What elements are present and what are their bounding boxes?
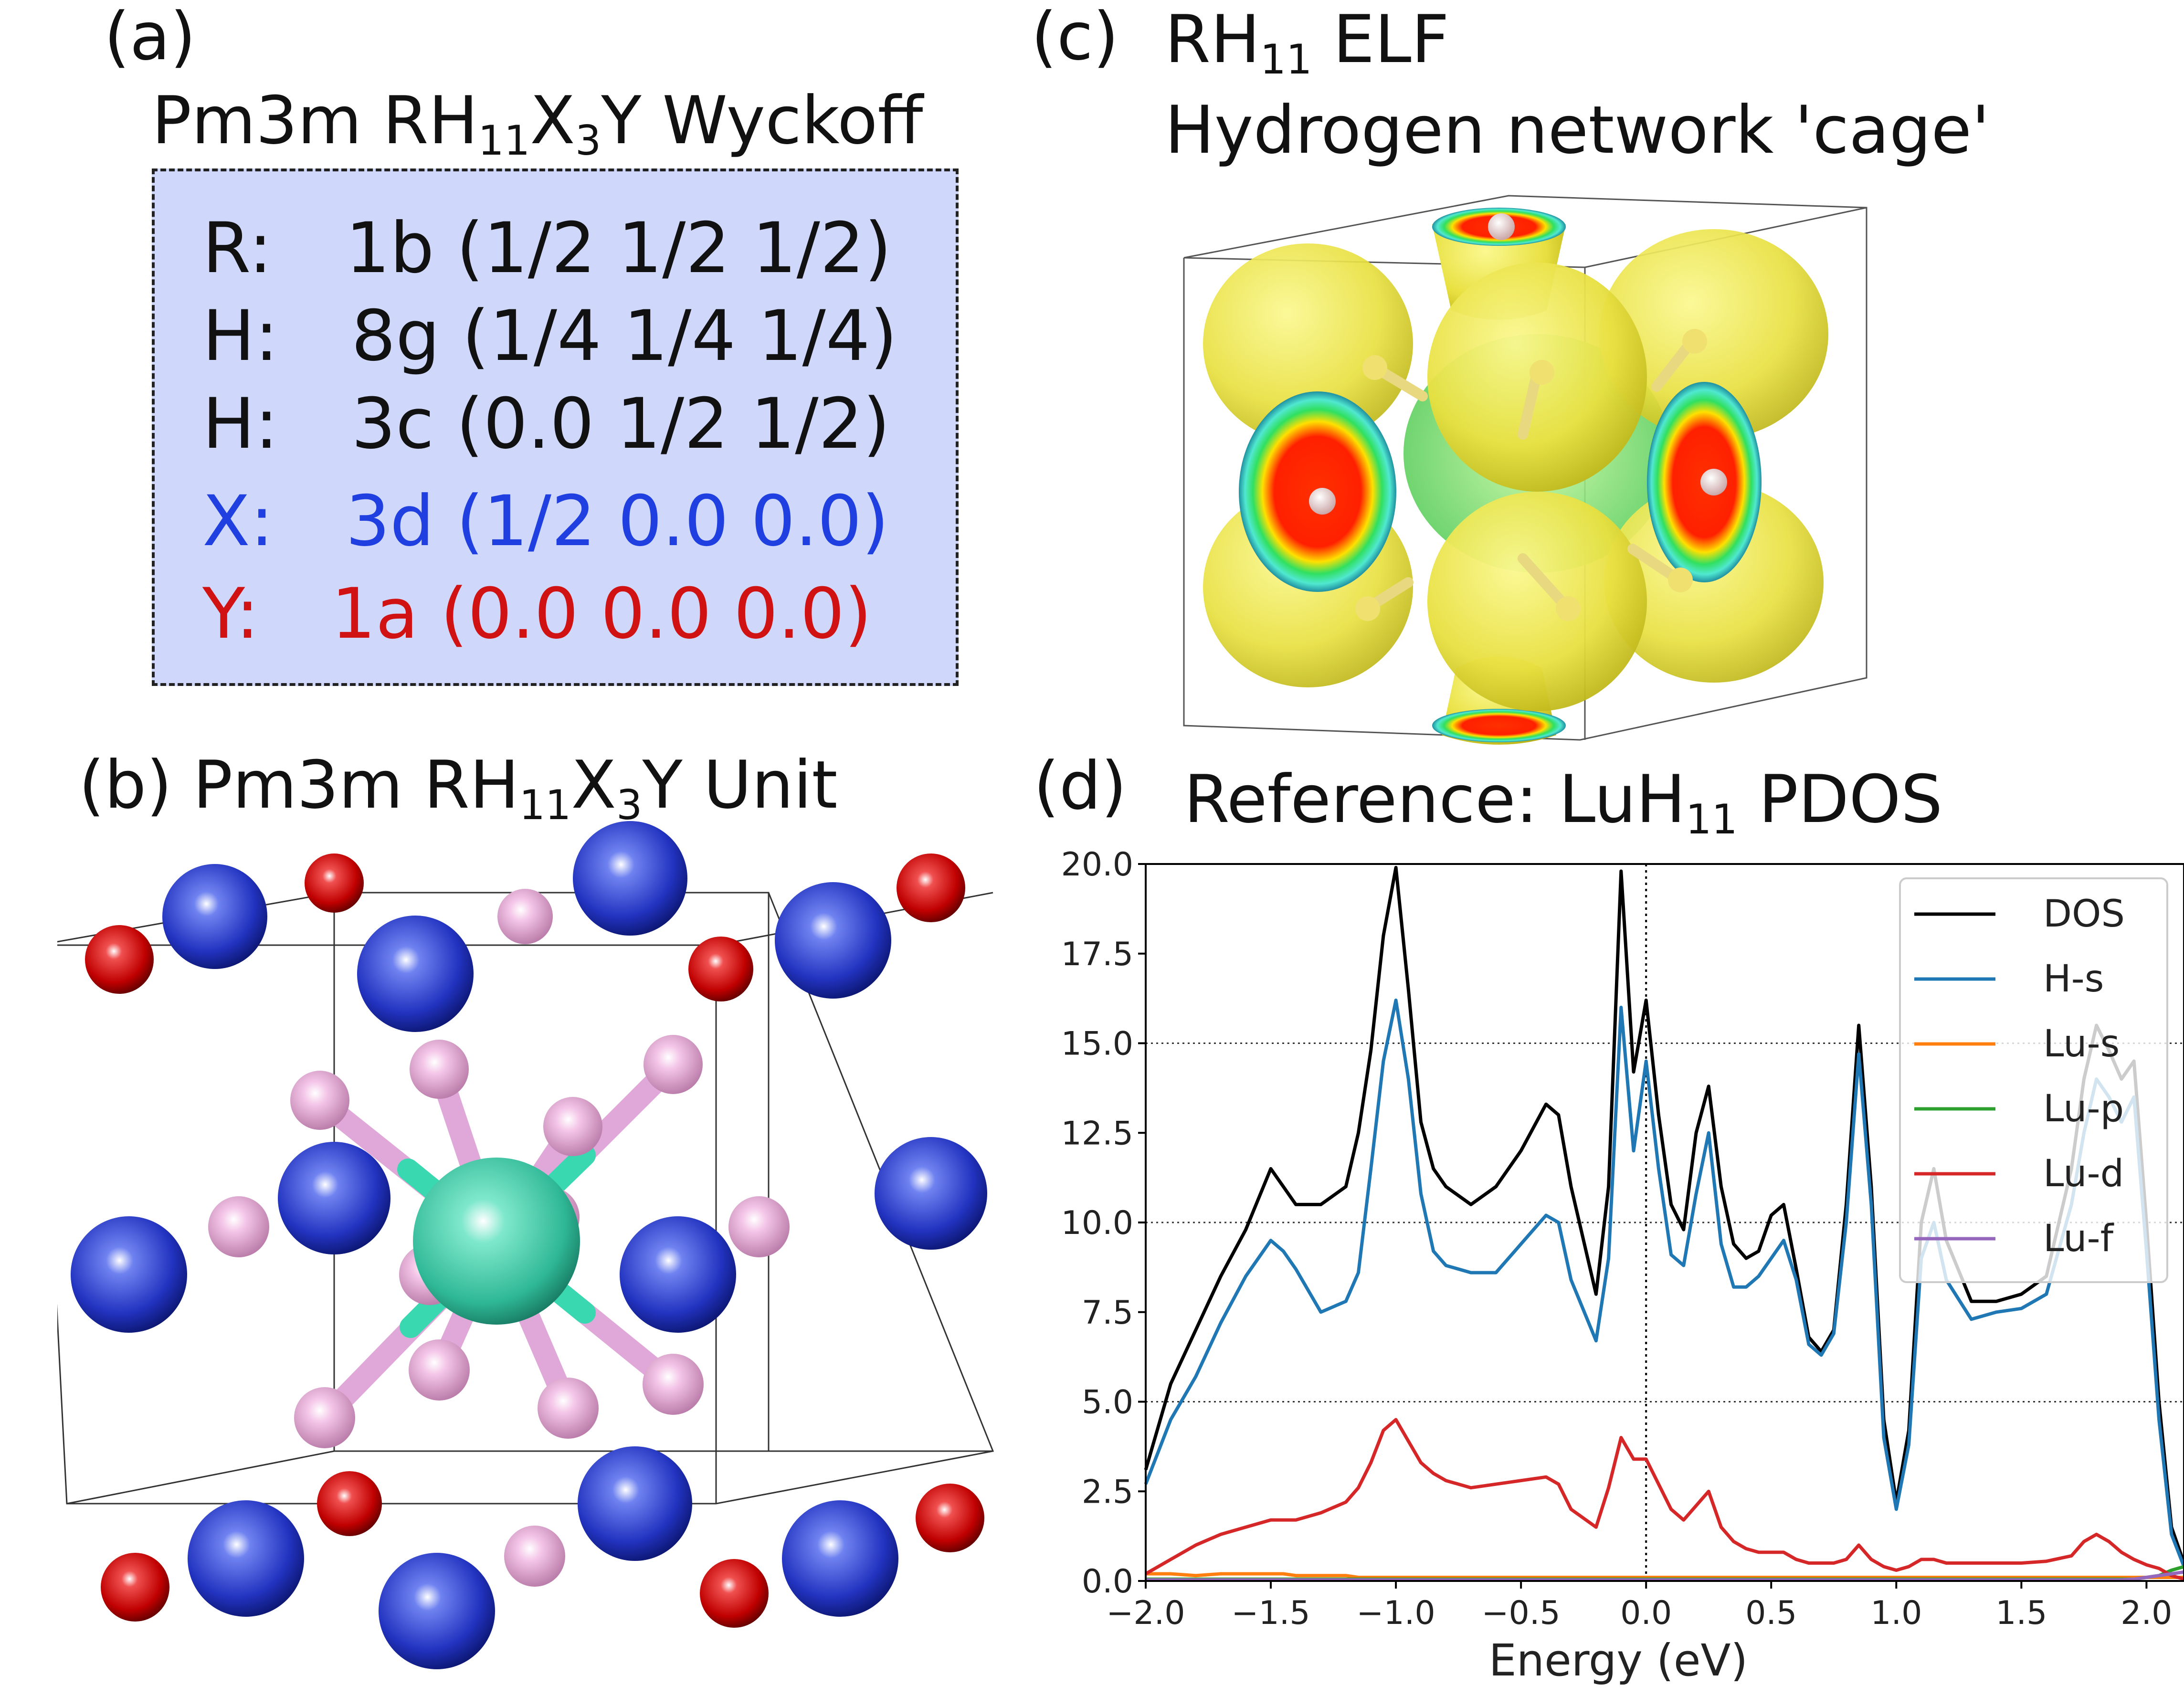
wyckoff-row: H: 3c (0.0 1/2 1/2): [202, 383, 890, 464]
legend-label: Lu-s: [2043, 1022, 2120, 1065]
h-atom: [643, 1354, 704, 1415]
y-tick-label: 15.0: [1061, 1025, 1133, 1063]
y-tick-label: 0.0: [1082, 1563, 1133, 1601]
y-atom: [317, 1471, 382, 1536]
unit-cell-structure: [57, 821, 994, 1669]
x-tick-label: 2.0: [2121, 1594, 2172, 1632]
x-atom: [71, 1216, 187, 1333]
x-atom: [162, 864, 267, 969]
h-atom: [409, 1339, 470, 1401]
pdos-chart: 0.0 2.5 5.0 7.5 10.0 12.5 15.0 17.5 20.0 −2.0 −1.…: [1061, 846, 2184, 1686]
x-atom: [782, 1500, 898, 1617]
series-layer: [1144, 866, 2184, 1582]
x-atom: [188, 1500, 304, 1617]
x-tick-label: −2.0: [1106, 1594, 1185, 1632]
h-atom: [504, 1526, 565, 1587]
y-tick-label: 7.5: [1082, 1294, 1133, 1332]
x-atom: [573, 821, 687, 936]
x-atom: [775, 882, 891, 999]
panel-c-label: (c): [1031, 0, 1119, 75]
elf-isosurface: [1183, 195, 1867, 745]
series-lu-s-line: [1146, 1572, 2184, 1579]
series-h-s-line: [1144, 998, 2184, 1568]
h-atom: [208, 1196, 269, 1257]
x-tick-label: 0.5: [1745, 1594, 1797, 1632]
x-axis-label: Energy (eV): [1489, 1635, 1748, 1686]
h-atom: [644, 1035, 703, 1094]
legend-label: Lu-p: [2043, 1087, 2124, 1130]
x-tick-label: 0.0: [1620, 1594, 1672, 1632]
x-atom: [620, 1216, 736, 1333]
y-tick-label: 5.0: [1082, 1384, 1133, 1422]
x-atom: [357, 916, 474, 1032]
x-atom: [278, 1142, 390, 1254]
legend-label: DOS: [2043, 893, 2125, 936]
panel-a-label: (a): [104, 0, 196, 75]
h-bonds: [1365, 338, 1695, 611]
legend-label: H-s: [2043, 958, 2104, 1001]
h-atom: [497, 889, 553, 944]
legend-label: Lu-d: [2043, 1152, 2124, 1195]
panel-d-label: (d): [1034, 748, 1127, 824]
y-atom: [916, 1484, 984, 1552]
wyckoff-table: R: 1b (1/2 1/2 1/2) H: 8g (1/4 1/4 1/4) H:…: [152, 169, 959, 686]
h-atom: [728, 1196, 790, 1257]
y-atom: [897, 853, 965, 922]
legend-label: Lu-f: [2043, 1217, 2114, 1260]
x-axis: −2.0 −1.5 −1.0 −0.5 0.0 0.5 1.0 1.5 2.0: [1106, 1581, 2172, 1632]
panel-c-subtitle: Hydrogen network 'cage': [1165, 92, 1990, 169]
y-axis: 0.0 2.5 5.0 7.5 10.0 12.5 15.0 17.5 20.0: [1061, 846, 1146, 1601]
legend-box: [1899, 877, 2168, 1283]
x-tick-label: 1.5: [1995, 1594, 2047, 1632]
x-atom: [379, 1553, 495, 1669]
y-atom: [688, 937, 753, 1001]
x-atom: [578, 1446, 692, 1561]
series-lu-f-line: [1146, 1570, 2184, 1582]
wyckoff-row: H: 8g (1/4 1/4 1/4): [202, 295, 897, 377]
h-atom: [294, 1387, 355, 1448]
series-lu-d-line: [1145, 1418, 2184, 1581]
h-atom: [410, 1040, 469, 1099]
y-atom: [700, 1559, 769, 1628]
legend: DOS H-s Lu-s Lu-p Lu-d Lu-f: [1899, 877, 2168, 1283]
x-tick-label: −1.0: [1357, 1594, 1435, 1632]
x-tick-label: 1.0: [1870, 1594, 1922, 1632]
wyckoff-row: X: 3d (1/2 0.0 0.0): [202, 481, 889, 562]
y-atom: [305, 853, 364, 913]
panel-a-title: Pm3m RH11X3Y Wyckoff: [152, 82, 923, 165]
y-tick-label: 17.5: [1061, 936, 1133, 973]
h-atom: [290, 1071, 349, 1130]
y-atom: [101, 1553, 169, 1622]
x-atom: [875, 1137, 987, 1250]
y-tick-label: 10.0: [1061, 1204, 1133, 1242]
panel-d-title: Reference: LuH11 PDOS: [1184, 761, 1943, 843]
wyckoff-row: R: 1b (1/2 1/2 1/2): [202, 208, 892, 289]
y-tick-label: 12.5: [1061, 1115, 1133, 1152]
panel-c-title: RH11 ELF: [1165, 1, 1449, 84]
h-atom: [543, 1097, 602, 1156]
h-atom: [538, 1378, 599, 1439]
r-atom: [413, 1158, 580, 1325]
wyckoff-row: Y: 1a (0.0 0.0 0.0): [202, 573, 872, 654]
y-tick-label: 20.0: [1061, 846, 1133, 884]
series-dos-line: [1144, 866, 2184, 1564]
y-atom: [85, 925, 154, 994]
panel-b-title: (b) Pm3m RH11X3Y Unit: [79, 747, 838, 829]
y-tick-label: 2.5: [1082, 1473, 1133, 1511]
x-tick-label: −0.5: [1482, 1594, 1561, 1632]
x-tick-label: −1.5: [1231, 1594, 1310, 1632]
